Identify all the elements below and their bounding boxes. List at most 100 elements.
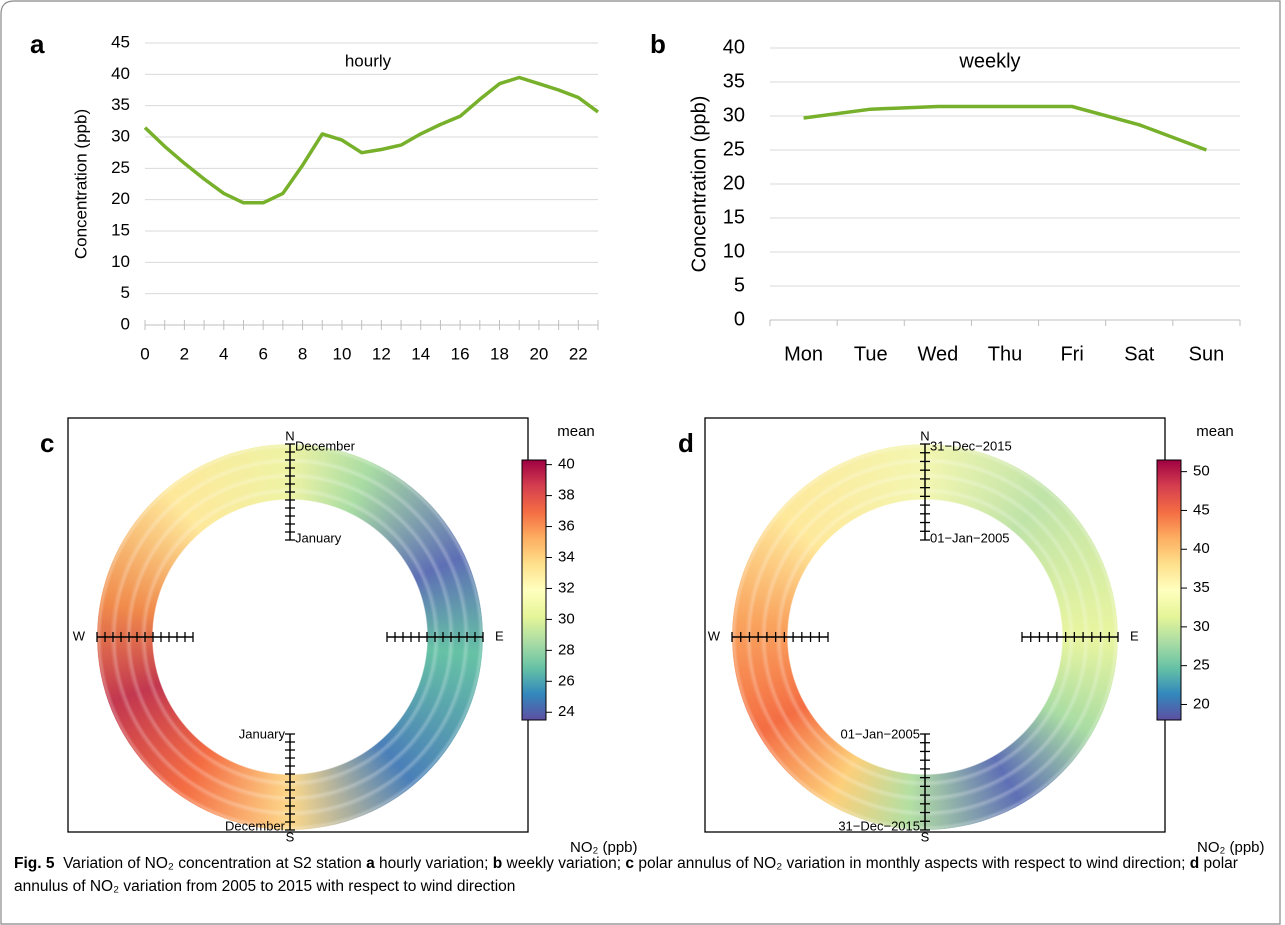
y-tick-label: 45 [111, 32, 130, 51]
colorbar-tick-label: 40 [1193, 540, 1210, 557]
colorbar-tick-label: 50 [1193, 463, 1210, 480]
y-tick-label: 20 [111, 189, 130, 208]
chart-title: hourly [345, 51, 392, 70]
caption-segment: polar annulus of NO₂ variation in monthl… [634, 855, 1190, 872]
x-tick-label: 16 [451, 344, 470, 363]
y-tick-label: 5 [734, 274, 745, 296]
colorbar-tick-label: 32 [558, 579, 575, 596]
y-tick-label: 25 [111, 158, 130, 177]
x-tick-label: Mon [784, 343, 823, 365]
compass-label: N [920, 428, 929, 443]
scale-start-label: 01−Jan−2005 [930, 530, 1010, 545]
colorbar-tick-label: 30 [1193, 618, 1210, 635]
compass-label: N [285, 428, 294, 443]
y-tick-label: 15 [723, 206, 745, 228]
caption: Fig. 5 Variation of NO₂ concentration at… [14, 852, 1264, 898]
scale-start-label: January [239, 726, 286, 741]
caption-segment: Fig. 5 [14, 855, 55, 872]
colorbar-tick-label: 40 [558, 456, 575, 473]
y-tick-label: 30 [723, 104, 745, 126]
data-line [803, 104, 1208, 152]
colorbar-tick-label: 20 [1193, 695, 1210, 712]
caption-segment: d [1189, 855, 1200, 872]
compass-label: S [921, 829, 930, 844]
colorbar [1156, 459, 1182, 721]
colorbar-tick-label: 34 [558, 548, 575, 565]
panel-label: c [40, 428, 54, 458]
colorbar-tick-label: 35 [1193, 579, 1210, 596]
x-tick-label: 6 [258, 344, 267, 363]
colorbar-tick-label: 38 [558, 487, 575, 504]
x-tick-label: 14 [411, 344, 430, 363]
colorbar-tick-label: 30 [558, 610, 575, 627]
x-tick-label: 2 [180, 344, 189, 363]
scale-end-label: December [295, 438, 356, 453]
y-tick-label: 5 [121, 283, 130, 302]
colorbar-title: mean [1196, 423, 1234, 440]
colorbar-tick-label: 25 [1193, 657, 1210, 674]
compass-label: S [286, 829, 295, 844]
caption-segment: Variation of NO₂ concentration at S2 sta… [54, 855, 367, 872]
y-tick-label: 10 [723, 240, 745, 262]
x-tick-label: Wed [917, 343, 958, 365]
compass-label: E [495, 628, 504, 643]
y-tick-label: 35 [723, 70, 745, 92]
caption-segment: polar annulus of NO₂ variation from 2005… [14, 855, 1243, 895]
scale-start-label: January [295, 530, 342, 545]
caption-segment: hourly variation; [374, 855, 493, 872]
y-tick-label: 15 [111, 220, 130, 239]
caption-segment: c [625, 855, 635, 872]
y-tick-label: 10 [111, 252, 130, 271]
y-tick-label: 0 [734, 308, 745, 330]
y-axis-label: Concentration (ppb) [71, 109, 90, 259]
colorbar-tick-label: 24 [558, 703, 575, 720]
y-tick-label: 40 [111, 64, 130, 83]
colorbar-tick-label: 36 [558, 518, 575, 535]
compass-label: W [73, 628, 86, 643]
x-tick-label: 12 [372, 344, 391, 363]
scale-end-label: December [225, 818, 286, 833]
compass-label: W [708, 628, 721, 643]
x-tick-label: Thu [988, 343, 1022, 365]
compass-label: E [1130, 628, 1139, 643]
caption-segment: b [492, 855, 503, 872]
colorbar-title: mean [557, 423, 595, 440]
colorbar-tick-label: 28 [558, 641, 575, 658]
colorbar-label: NO₂ (ppb) [570, 839, 638, 856]
panel-frame [704, 417, 1166, 833]
chart-title: weekly [958, 50, 1020, 72]
panel-frame [67, 417, 529, 833]
data-line [143, 75, 600, 205]
x-tick-label: Fri [1060, 343, 1083, 365]
x-tick-label: 0 [140, 344, 149, 363]
x-tick-label: Sun [1189, 343, 1225, 365]
panel-label: a [30, 29, 45, 59]
x-tick-label: 20 [529, 344, 548, 363]
panel-label: b [650, 29, 666, 59]
x-tick-label: 10 [332, 344, 351, 363]
caption-segment: a [366, 855, 375, 872]
y-tick-label: 35 [111, 95, 130, 114]
panel-label: d [678, 428, 694, 458]
scale-end-label: 31−Dec−2015 [930, 438, 1012, 453]
y-tick-label: 40 [723, 36, 745, 58]
x-tick-label: 4 [219, 344, 228, 363]
x-tick-label: Tue [854, 343, 888, 365]
y-tick-label: 30 [111, 126, 130, 145]
colorbar [521, 459, 547, 721]
scale-end-label: 31−Dec−2015 [838, 818, 920, 833]
x-tick-label: 8 [298, 344, 307, 363]
caption-segment: weekly variation; [502, 855, 626, 872]
scale-start-label: 01−Jan−2005 [840, 726, 920, 741]
x-tick-label: Sat [1124, 343, 1154, 365]
x-tick-label: 18 [490, 344, 509, 363]
y-axis-label: Concentration (ppb) [688, 96, 710, 273]
colorbar-tick-label: 45 [1193, 501, 1210, 518]
y-tick-label: 25 [723, 138, 745, 160]
colorbar-tick-label: 26 [558, 672, 575, 689]
x-tick-label: 22 [569, 344, 588, 363]
colorbar-label: NO₂ (ppb) [1197, 839, 1265, 856]
